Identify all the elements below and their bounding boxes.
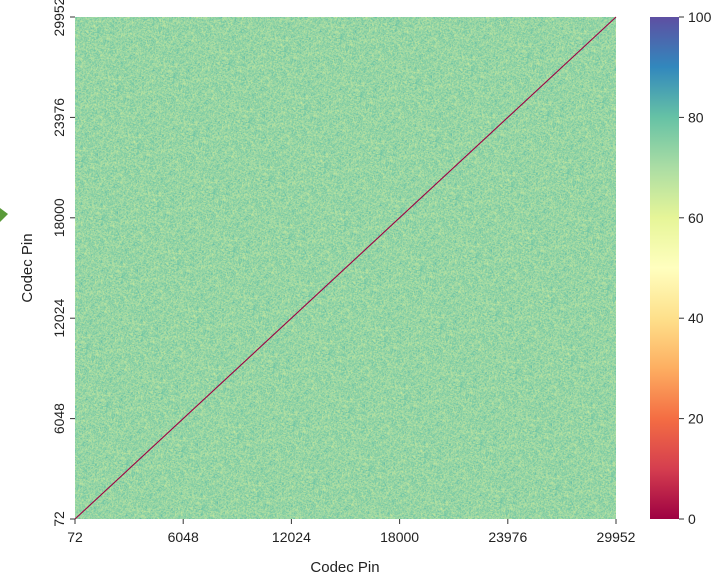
x-tick-label: 18000 [380, 529, 419, 545]
colorbar-ticks: 0 20 40 60 80 100 [679, 9, 712, 527]
x-tick-label: 23976 [488, 529, 527, 545]
y-axis-ticks: 72 6048 12024 18000 23976 29952 [51, 0, 75, 527]
y-tick-label: 12024 [51, 299, 67, 338]
colorbar-tick-label: 100 [688, 9, 712, 25]
colorbar [650, 17, 679, 519]
colorbar-tick-label: 40 [688, 310, 704, 326]
x-axis-ticks: 72 6048 12024 18000 23976 29952 [67, 519, 636, 545]
y-tick-label: 6048 [51, 403, 67, 434]
colorbar-tick-label: 0 [688, 511, 696, 527]
x-tick-label: 12024 [272, 529, 311, 545]
colorbar-tick-label: 80 [688, 109, 704, 125]
x-axis-label: Codec Pin [310, 559, 379, 575]
y-axis-label: Codec Pin [19, 233, 36, 302]
y-tick-label: 72 [51, 511, 67, 527]
y-tick-label: 18000 [51, 198, 67, 237]
x-tick-label: 72 [67, 529, 83, 545]
side-marker [0, 208, 8, 222]
x-tick-label: 29952 [597, 529, 636, 545]
colorbar-tick-label: 20 [688, 411, 704, 427]
x-tick-label: 6048 [168, 529, 199, 545]
diagonal-line [74, 16, 617, 520]
y-tick-label: 29952 [51, 0, 67, 36]
y-tick-label: 23976 [51, 98, 67, 137]
colorbar-tick-label: 60 [688, 210, 704, 226]
